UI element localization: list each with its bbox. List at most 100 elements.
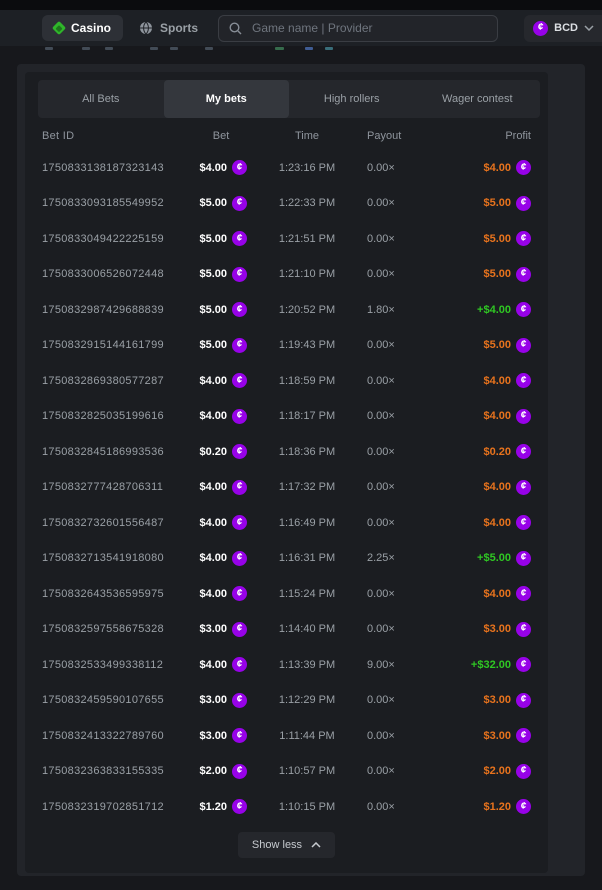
bet-amount-value: $5.00 [199,268,227,281]
show-less-button[interactable]: Show less [237,831,336,858]
sports-ball-icon [140,21,153,35]
bet-payout: 0.00× [367,765,395,778]
table-row[interactable]: 1750833093185549952 $5.00 ¢ 1:22:33 PM 0… [25,186,548,222]
bet-profit-value: $2.00 [483,765,511,778]
sports-button[interactable]: Sports [139,21,198,35]
bet-payout: 0.00× [367,623,395,636]
bet-time: 1:22:33 PM [278,197,336,210]
table-row[interactable]: 1750832643536595975 $4.00 ¢ 1:15:24 PM 0… [25,576,548,612]
table-row[interactable]: 1750832825035199616 $4.00 ¢ 1:18:17 PM 0… [25,399,548,435]
coin-icon: ¢ [516,231,531,247]
table-row[interactable]: 1750832713541918080 $4.00 ¢ 1:16:31 PM 2… [25,541,548,577]
bet-amount: $4.00 ¢ [199,515,247,531]
bet-payout: 0.00× [367,587,395,600]
bet-amount: $5.00 ¢ [199,302,247,318]
coin-icon: ¢ [232,657,247,673]
bet-time: 1:17:32 PM [278,481,336,494]
bet-amount-value: $3.00 [199,623,227,636]
clipped-nav-fragment [150,47,158,50]
bet-time: 1:13:39 PM [278,658,336,671]
bet-profit-value: $4.00 [483,481,511,494]
clipped-nav-fragment [82,47,90,50]
casino-gem-icon [51,20,67,36]
coin-icon: ¢ [232,515,247,531]
bet-profit: +$32.00 ¢ [470,657,531,673]
col-header-bet: Bet [212,130,230,142]
bet-profit: $4.00 ¢ [483,479,531,495]
bet-payout: 0.00× [367,374,395,387]
bet-time: 1:19:43 PM [278,339,336,352]
bet-profit: $3.00 ¢ [483,728,531,744]
casino-button[interactable]: Casino [42,15,124,41]
tab-wager-contest[interactable]: Wager contest [441,93,513,105]
bet-amount: $4.00 ¢ [199,657,247,673]
coin-icon: ¢ [516,763,531,779]
clipped-nav-fragment [275,47,284,50]
bet-profit-value: $5.00 [483,197,511,210]
currency-selector[interactable]: ¢ BCD [524,14,602,42]
coin-icon: ¢ [516,444,531,460]
table-row[interactable]: 1750832732601556487 $4.00 ¢ 1:16:49 PM 0… [25,505,548,541]
bet-id: 1750832533499338112 [42,658,164,671]
table-row[interactable]: 1750832363833155335 $2.00 ¢ 1:10:57 PM 0… [25,754,548,790]
bet-profit-value: +$32.00 [470,658,511,671]
bet-amount-value: $4.00 [199,481,227,494]
casino-label: Casino [71,21,112,35]
coin-icon: ¢ [232,728,247,744]
col-header-bet-id: Bet ID [42,130,75,142]
bet-id: 1750832845186993536 [42,445,164,458]
bet-profit-value: $4.00 [483,374,511,387]
table-row[interactable]: 1750832319702851712 $1.20 ¢ 1:10:15 PM 0… [25,789,548,825]
bet-amount-value: $5.00 [199,303,227,316]
bet-id: 1750832869380577287 [42,374,164,387]
coin-icon: ¢ [232,444,247,460]
bet-payout: 1.80× [367,303,395,316]
bet-amount-value: $4.00 [199,161,227,174]
bet-amount: $4.00 ¢ [199,550,247,566]
coin-icon: ¢ [516,550,531,566]
show-less-wrap: Show less [25,831,548,858]
bet-amount-value: $5.00 [199,339,227,352]
bet-profit-value: $5.00 [483,339,511,352]
bet-id: 1750832459590107655 [42,694,164,707]
tab-all-bets[interactable]: All Bets [82,93,120,105]
bet-profit: $2.00 ¢ [483,763,531,779]
bet-amount-value: $2.00 [199,765,227,778]
bet-time: 1:10:57 PM [278,765,336,778]
table-row[interactable]: 1750833006526072448 $5.00 ¢ 1:21:10 PM 0… [25,257,548,293]
tab-my-bets[interactable]: My bets [163,80,289,118]
coin-icon: ¢ [232,266,247,282]
bet-amount: $5.00 ¢ [199,266,247,282]
bet-payout: 0.00× [367,800,395,813]
bet-amount: $3.00 ¢ [199,621,247,637]
coin-icon: ¢ [232,799,247,815]
table-row[interactable]: 1750833049422225159 $5.00 ¢ 1:21:51 PM 0… [25,221,548,257]
coin-icon: ¢ [516,728,531,744]
clipped-nav-fragment [325,47,333,50]
table-row[interactable]: 1750832413322789760 $3.00 ¢ 1:11:44 PM 0… [25,718,548,754]
coin-icon: ¢ [516,515,531,531]
bet-amount: $4.00 ¢ [199,586,247,602]
table-row[interactable]: 1750832777428706311 $4.00 ¢ 1:17:32 PM 0… [25,470,548,506]
search-input[interactable] [250,20,488,36]
table-row[interactable]: 1750832459590107655 $3.00 ¢ 1:12:29 PM 0… [25,683,548,719]
tab-high-rollers[interactable]: High rollers [323,93,380,105]
bet-profit: $4.00 ¢ [483,160,531,176]
table-row[interactable]: 1750832845186993536 $0.20 ¢ 1:18:36 PM 0… [25,434,548,470]
table-row[interactable]: 1750832869380577287 $4.00 ¢ 1:18:59 PM 0… [25,363,548,399]
table-row[interactable]: 1750832533499338112 $4.00 ¢ 1:13:39 PM 9… [25,647,548,683]
bet-profit-value: $3.00 [483,729,511,742]
coin-icon: ¢ [232,586,247,602]
bet-time: 1:10:15 PM [278,800,336,813]
coin-icon: ¢ [232,302,247,318]
bet-profit-value: +$5.00 [477,552,511,565]
table-row[interactable]: 1750833138187323143 $4.00 ¢ 1:23:16 PM 0… [25,150,548,186]
bet-profit: $5.00 ¢ [483,337,531,353]
bet-id: 1750832713541918080 [42,552,164,565]
table-row[interactable]: 1750832987429688839 $5.00 ¢ 1:20:52 PM 1… [25,292,548,328]
table-row[interactable]: 1750832915144161799 $5.00 ¢ 1:19:43 PM 0… [25,328,548,364]
bet-amount-value: $4.00 [199,410,227,423]
table-row[interactable]: 1750832597558675328 $3.00 ¢ 1:14:40 PM 0… [25,612,548,648]
bet-amount-value: $1.20 [199,800,227,813]
bet-id: 1750832732601556487 [42,516,164,529]
